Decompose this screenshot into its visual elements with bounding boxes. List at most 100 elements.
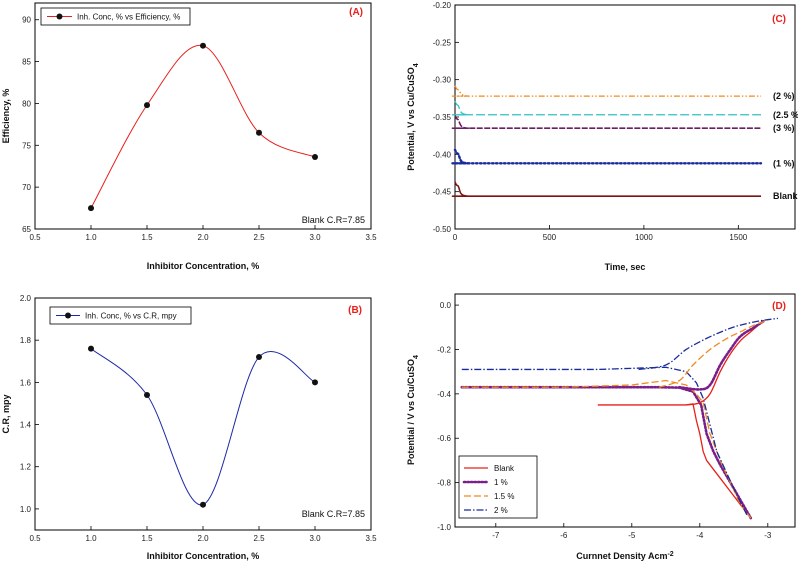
panel-d-x-axis-label-text: Curnnet Density Acm: [576, 551, 667, 561]
x-tick-label: 2.5: [253, 233, 265, 242]
x-tick-label: -6: [560, 531, 568, 540]
panel-d-x-ticks: -7 -6 -5 -4 -3: [492, 523, 772, 540]
y-tick-label: -0.30: [433, 76, 452, 85]
panel-c-series-line: [451, 85, 761, 97]
panel-b-label: (B): [348, 305, 362, 316]
panel-d-tafel-chart: -7 -6 -5 -4 -3 -1.0 -0.8 -0.6 -0.4 -0.2 0.0 Blank…: [406, 293, 796, 562]
panel-c-x-ticks: 0 500 1000 1500: [453, 225, 748, 242]
y-tick-label: 1.6: [20, 378, 32, 387]
x-tick-label: -4: [696, 531, 704, 540]
x-tick-label: 3.0: [309, 534, 321, 543]
panel-c-y-axis-label-text: Potential, V vs Cu/CuSO: [406, 67, 416, 171]
x-tick-label: 1.5: [141, 534, 153, 543]
panel-b-data-point: [200, 501, 206, 508]
panel-d-anodic-line: [638, 317, 779, 371]
y-tick-label: 1.2: [20, 463, 32, 472]
panel-b-y-ticks: 1.0 1.2 1.4 1.6 1.8 2.0: [20, 294, 39, 514]
panel-a-legend-box: [40, 7, 191, 26]
panel-a-data-point: [88, 205, 94, 212]
y-tick-label: 75: [22, 141, 31, 150]
panel-b-legend-marker: [65, 312, 71, 319]
y-tick-label: -0.25: [433, 38, 452, 47]
y-tick-label: 1.0: [20, 505, 32, 514]
y-tick-label: -0.35: [433, 113, 452, 122]
x-tick-label: -7: [492, 531, 500, 540]
panel-d-cathodic-line: [461, 379, 752, 519]
x-tick-label: -3: [764, 531, 772, 540]
x-tick-label: 2.0: [197, 233, 209, 242]
panel-a-efficiency-chart: 0.5 1.0 1.5 2.0 2.5 3.0 3.5 65 70 75 80 85 90 Inh. …: [1, 2, 377, 271]
panel-d-cathodic-line: [461, 366, 748, 517]
panel-d-y-ticks: -1.0 -0.8 -0.6 -0.4 -0.2 0.0: [437, 301, 459, 532]
panel-c-series-label: Blank: [773, 191, 798, 201]
panel-b-x-ticks: 0.5 1.0 1.5 2.0 2.5 3.0 3.5: [29, 526, 377, 543]
panel-c-series-label: (2.5 %): [773, 110, 798, 120]
x-tick-label: 2.5: [253, 534, 265, 543]
panel-c-series-label: (1 %): [773, 158, 795, 168]
y-tick-label: 65: [22, 225, 31, 234]
x-tick-label: 3.0: [309, 233, 321, 242]
panel-c-series-label: (2 %): [773, 91, 795, 101]
panel-c-plot-area: [454, 4, 796, 230]
x-tick-label: 500: [543, 233, 557, 242]
panel-b-legend-label: Inh. Conc, % vs C.R, mpy: [85, 312, 177, 321]
panel-a-y-axis-label: Efficiency, %: [1, 89, 11, 144]
x-tick-label: 1.0: [85, 233, 97, 242]
x-tick-label: 0: [453, 233, 458, 242]
y-tick-label: -0.45: [433, 188, 452, 197]
panel-a-data-point: [200, 42, 206, 49]
panel-b-y-axis-label: C.R, mpy: [1, 394, 11, 433]
panel-a-data-points: [88, 42, 318, 212]
panel-c-y-axis-label-sub: 4: [413, 63, 420, 67]
panel-a-plot-area: [34, 2, 372, 230]
panel-a-data-point: [256, 129, 262, 136]
y-tick-label: 70: [22, 183, 31, 192]
x-tick-label: 3.5: [365, 233, 377, 242]
panel-b-data-point: [144, 392, 150, 399]
panel-c-series-line: [451, 101, 761, 116]
panel-d-y-axis-label-text: Potential / V vs Cu/CuSO: [406, 359, 416, 465]
panel-a-x-ticks: 0.5 1.0 1.5 2.0 2.5 3.0 3.5: [29, 225, 377, 242]
x-tick-label: 1.5: [141, 233, 153, 242]
y-tick-label: -0.40: [433, 150, 452, 159]
x-tick-label: -5: [628, 531, 636, 540]
panel-d-label: (D): [772, 301, 786, 312]
x-tick-label: 1.0: [85, 534, 97, 543]
panel-a-legend-label: Inh. Conc, % vs Efficiency, %: [77, 13, 180, 22]
panel-a-blank-cr: Blank C.R=7.85: [302, 215, 365, 225]
x-tick-label: 3.5: [365, 534, 377, 543]
y-tick-label: -0.8: [437, 479, 451, 488]
panel-d-x-axis-label: Curnnet Density Acm-2: [576, 551, 674, 562]
panel-a-data-point: [144, 102, 150, 109]
y-tick-label: -1.0: [437, 523, 451, 532]
x-tick-label: 0.5: [29, 233, 41, 242]
panel-d-y-axis-label: Potential / V vs Cu/CuSO4: [406, 355, 420, 465]
panel-c-series-lines: [451, 85, 763, 198]
panel-c-series-line: [451, 115, 761, 130]
panel-d-legend-label: 1 %: [494, 478, 508, 487]
y-tick-label: -0.4: [437, 390, 451, 399]
panel-d-legend-box: [458, 455, 538, 519]
y-tick-label: -0.6: [437, 434, 451, 443]
y-tick-label: 1.8: [20, 336, 32, 345]
panel-b-corrosion-rate-chart: 0.5 1.0 1.5 2.0 2.5 3.0 3.5 1.0 1.2 1.4 1.6 1.8 2.0…: [1, 294, 377, 561]
panel-d-series-lines: [460, 317, 779, 520]
panel-b-data-points: [88, 345, 318, 508]
x-tick-label: 0.5: [29, 534, 41, 543]
panel-d-legend-label: Blank: [494, 464, 515, 473]
panel-c-x-axis-label: Time, sec: [605, 262, 646, 272]
y-tick-label: 85: [22, 58, 31, 67]
panel-c-y-axis-label: Potential, V vs Cu/CuSO4: [406, 63, 420, 171]
y-tick-label: 1.4: [20, 421, 32, 430]
panel-a-y-ticks: 65 70 75 80 85 90: [22, 16, 39, 234]
y-tick-label: 2.0: [20, 294, 32, 303]
panel-c-series-line: [451, 181, 761, 198]
panel-c-series-line: [451, 148, 763, 165]
x-tick-label: 2.0: [197, 534, 209, 543]
panel-a-legend-marker: [56, 13, 63, 20]
x-tick-label: 1500: [729, 233, 747, 242]
panel-d-y-axis-label-sub: 4: [413, 355, 420, 359]
panel-d-legend: Blank 1 % 1.5 % 2 %: [462, 464, 515, 515]
panel-b-data-point: [312, 379, 318, 386]
